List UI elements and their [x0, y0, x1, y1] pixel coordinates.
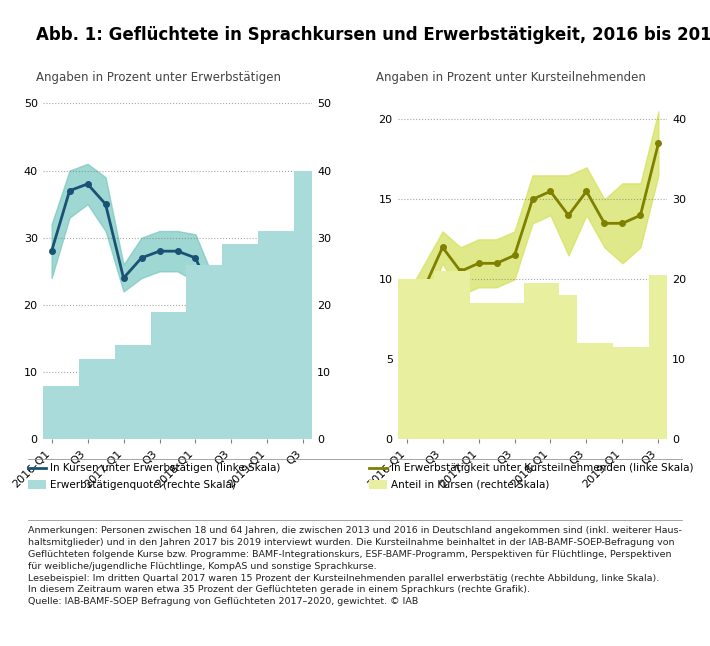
Bar	[469, 304, 488, 439]
Bar	[631, 348, 650, 439]
Bar	[258, 231, 276, 439]
Bar	[43, 386, 60, 439]
Bar	[204, 265, 222, 439]
Bar	[168, 311, 187, 439]
Bar	[79, 359, 97, 439]
Bar	[60, 386, 79, 439]
Bar	[488, 304, 506, 439]
Bar	[577, 343, 596, 439]
Bar	[415, 279, 434, 439]
Bar	[613, 348, 631, 439]
Bar	[222, 244, 241, 439]
Bar	[596, 343, 613, 439]
Bar	[133, 345, 151, 439]
Text: Anteil in Kursen (rechte Skala): Anteil in Kursen (rechte Skala)	[391, 479, 549, 490]
Text: In Erwerbstätigkeit unter Kursteilnehmenden (linke Skala): In Erwerbstätigkeit unter Kursteilnehmen…	[391, 463, 693, 474]
Bar	[542, 284, 559, 439]
Bar	[523, 284, 542, 439]
Bar	[398, 279, 415, 439]
Bar	[241, 244, 258, 439]
Bar	[97, 359, 114, 439]
Bar	[276, 231, 295, 439]
Text: Abb. 1: Geflüchtete in Sprachkursen und Erwerbstätigkeit, 2016 bis 2019: Abb. 1: Geflüchtete in Sprachkursen und …	[36, 26, 710, 44]
Bar	[506, 304, 523, 439]
Bar	[187, 265, 204, 439]
Text: Anmerkungen: Personen zwischen 18 und 64 Jahren, die zwischen 2013 und 2016 in D: Anmerkungen: Personen zwischen 18 und 64…	[28, 526, 682, 607]
Text: Angaben in Prozent unter Erwerbstätigen: Angaben in Prozent unter Erwerbstätigen	[36, 71, 280, 84]
Text: Angaben in Prozent unter Kursteilnehmenden: Angaben in Prozent unter Kursteilnehmend…	[376, 71, 646, 84]
Text: Erwerbstätigenquote (rechte Skala): Erwerbstätigenquote (rechte Skala)	[50, 479, 236, 490]
Bar	[650, 275, 667, 439]
Bar	[295, 171, 312, 439]
Bar	[452, 271, 469, 439]
Text: In Kursen unter Erwerbstätigen (linke Skala): In Kursen unter Erwerbstätigen (linke Sk…	[50, 463, 280, 474]
Bar	[151, 311, 168, 439]
Bar	[559, 295, 577, 439]
Bar	[434, 271, 452, 439]
Bar	[114, 345, 133, 439]
